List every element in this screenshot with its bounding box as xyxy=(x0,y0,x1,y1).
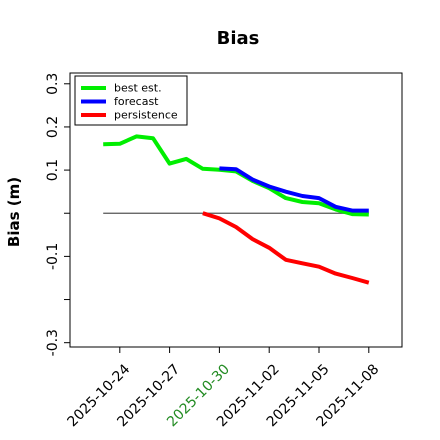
plot-frame xyxy=(69,72,403,348)
legend-label: best est. xyxy=(114,82,162,95)
chart-title: Bias xyxy=(217,28,260,49)
y-axis-label: Bias (m) xyxy=(5,177,23,247)
legend-label: forecast xyxy=(114,95,159,108)
legend-label: persistence xyxy=(114,109,178,122)
y-tick-label: 0.2 xyxy=(45,116,61,138)
y-tick-label: -0.1 xyxy=(45,243,61,270)
y-tick-label: 0.1 xyxy=(45,159,61,181)
series-line-forecast xyxy=(219,166,369,213)
y-tick-label: -0.3 xyxy=(45,329,61,356)
y-tick-label: 0.3 xyxy=(45,73,61,95)
series-line-persistence xyxy=(202,211,370,285)
